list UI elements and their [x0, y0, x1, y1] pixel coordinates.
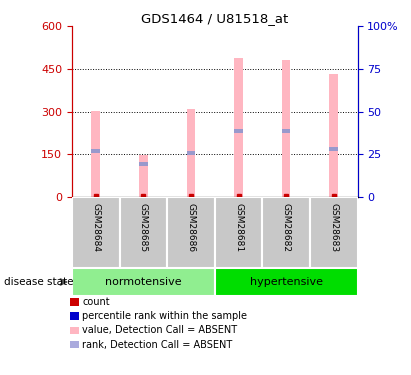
- Bar: [262, 197, 310, 268]
- Bar: [234, 58, 243, 197]
- Bar: [72, 268, 215, 296]
- Bar: [91, 149, 100, 153]
- Text: GSM28683: GSM28683: [329, 202, 338, 252]
- Title: GDS1464 / U81518_at: GDS1464 / U81518_at: [141, 12, 289, 25]
- Bar: [215, 268, 358, 296]
- Bar: [91, 111, 100, 197]
- Bar: [330, 147, 338, 150]
- Bar: [139, 162, 148, 166]
- Text: GSM28684: GSM28684: [91, 202, 100, 252]
- Text: GSM28685: GSM28685: [139, 202, 148, 252]
- Text: GSM28686: GSM28686: [187, 202, 196, 252]
- Bar: [282, 129, 291, 134]
- Text: normotensive: normotensive: [105, 277, 182, 287]
- Bar: [139, 155, 148, 197]
- Bar: [282, 60, 291, 197]
- Text: percentile rank within the sample: percentile rank within the sample: [82, 311, 247, 321]
- Text: value, Detection Call = ABSENT: value, Detection Call = ABSENT: [82, 326, 237, 335]
- Bar: [72, 197, 120, 268]
- Text: count: count: [82, 297, 110, 307]
- Bar: [330, 74, 338, 197]
- Bar: [310, 197, 358, 268]
- Bar: [120, 197, 167, 268]
- Text: GSM28681: GSM28681: [234, 202, 243, 252]
- Bar: [215, 197, 262, 268]
- Text: GSM28682: GSM28682: [282, 202, 291, 252]
- Bar: [167, 197, 215, 268]
- Bar: [187, 109, 195, 197]
- Text: hypertensive: hypertensive: [249, 277, 323, 287]
- Text: disease state: disease state: [4, 277, 74, 287]
- Text: rank, Detection Call = ABSENT: rank, Detection Call = ABSENT: [82, 340, 233, 350]
- Bar: [234, 129, 243, 134]
- Bar: [187, 151, 195, 155]
